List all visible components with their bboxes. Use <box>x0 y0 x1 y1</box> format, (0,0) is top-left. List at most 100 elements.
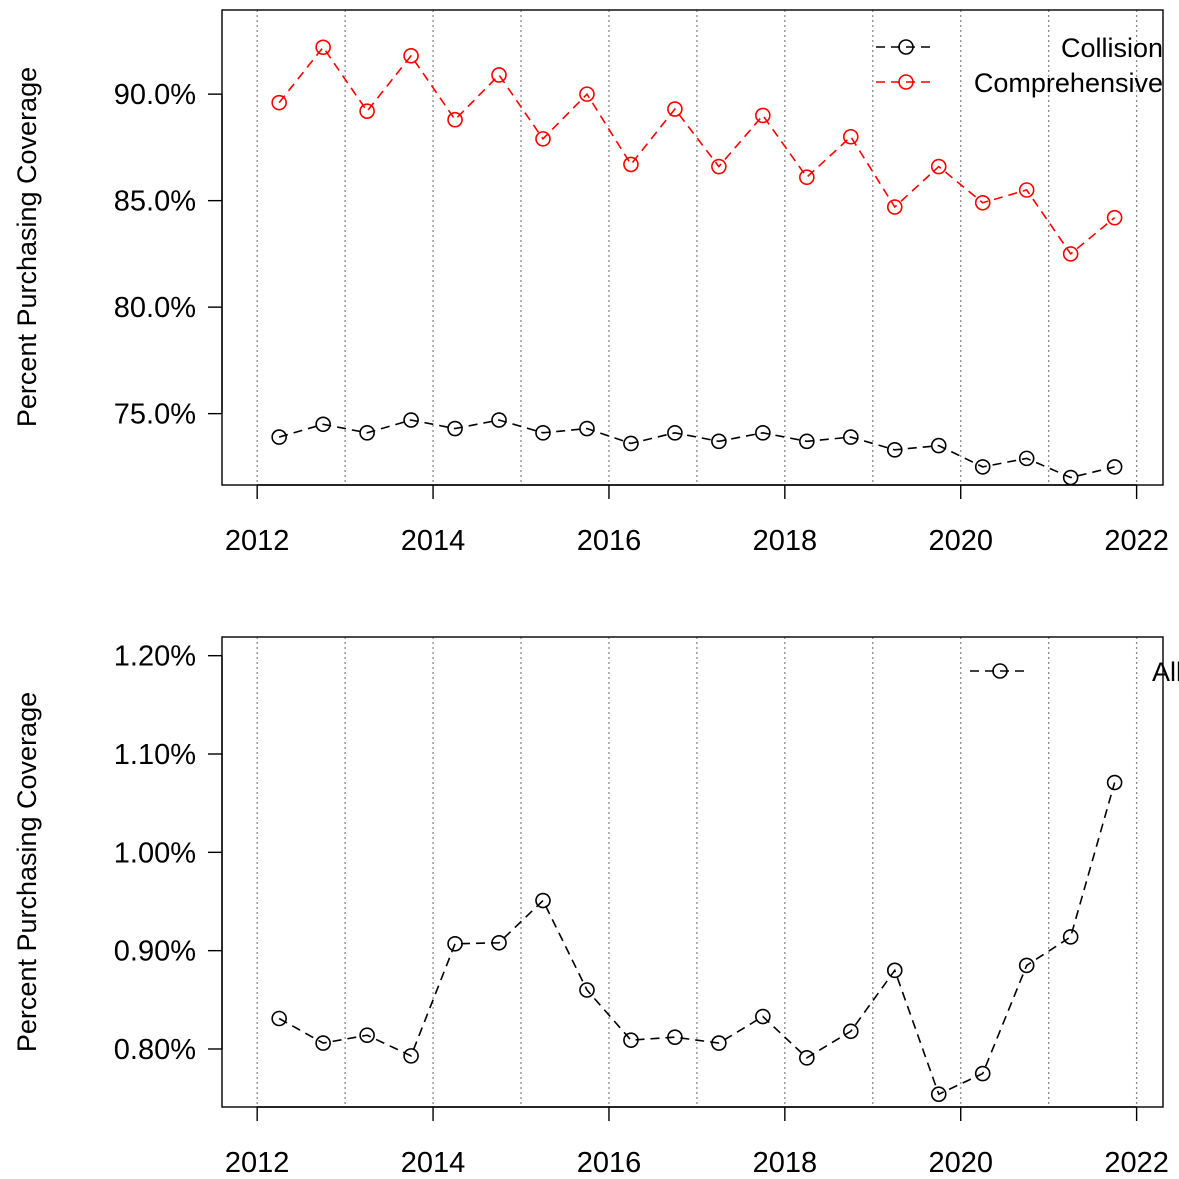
y-tick-label-3: 1.10% <box>114 739 196 771</box>
legend-label-collision: Collision <box>1061 33 1163 63</box>
data-point-collision-19 <box>1106 459 1123 475</box>
data-point-all-perils-13 <box>842 1023 859 1040</box>
data-point-all-perils-15 <box>930 1086 947 1103</box>
legend-marker-all-perils <box>992 663 1008 679</box>
data-point-collision-4 <box>447 420 463 437</box>
data-point-comprehensive-2 <box>359 103 375 119</box>
x-axis: 2012 2014 2016 2018 2020 2022 <box>225 1106 1169 1179</box>
data-point-comprehensive-17 <box>1018 182 1035 198</box>
data-point-collision-5 <box>491 412 507 428</box>
data-point-comprehensive-13 <box>842 128 859 145</box>
data-point-collision-0 <box>271 429 287 445</box>
data-point-comprehensive-6 <box>535 131 551 147</box>
data-point-collision-14 <box>886 442 903 458</box>
y-tick-label-4: 1.20% <box>114 641 196 673</box>
data-point-collision-7 <box>579 420 595 437</box>
y-tick-label-1: 0.90% <box>114 936 196 968</box>
data-point-comprehensive-7 <box>579 86 595 102</box>
data-point-all-perils-6 <box>535 892 551 909</box>
x-tick-label-2022: 2022 <box>1104 525 1169 557</box>
legend: Collision Comprehensive <box>876 33 1163 98</box>
data-point-all-perils-19 <box>1106 774 1123 791</box>
data-point-comprehensive-1 <box>315 39 331 56</box>
data-point-comprehensive-8 <box>623 156 639 173</box>
y-tick-label-1: 80.0% <box>114 292 196 324</box>
x-tick-label-2014: 2014 <box>401 525 466 557</box>
y-tick-label-2: 1.00% <box>114 837 196 869</box>
data-point-comprehensive-3 <box>403 47 419 64</box>
data-point-all-perils-14 <box>886 962 903 979</box>
data-point-all-perils-17 <box>1018 957 1035 974</box>
series-comprehensive <box>271 39 1123 262</box>
data-point-comprehensive-4 <box>447 111 463 128</box>
data-point-collision-6 <box>535 425 551 441</box>
data-point-all-perils-9 <box>667 1029 683 1045</box>
data-point-collision-13 <box>842 429 859 445</box>
x-tick-label-2018: 2018 <box>753 1147 818 1179</box>
series-line-comprehensive <box>278 45 1116 256</box>
data-point-collision-16 <box>974 459 991 475</box>
data-point-collision-1 <box>315 416 331 433</box>
data-point-all-perils-8 <box>623 1032 639 1048</box>
data-point-comprehensive-18 <box>1062 246 1079 262</box>
data-point-collision-2 <box>359 425 375 441</box>
y-axis: 75.0% 80.0% 85.0% 90.0% <box>114 79 223 431</box>
data-point-collision-8 <box>623 435 639 452</box>
legend-marker-comprehensive <box>898 74 914 90</box>
data-point-collision-15 <box>930 437 947 454</box>
data-point-comprehensive-14 <box>886 199 903 215</box>
data-point-all-perils-5 <box>491 934 507 951</box>
y-tick-label-3: 90.0% <box>114 79 196 111</box>
y-axis-title: Percent Purchasing Coverage <box>12 692 42 1052</box>
data-point-comprehensive-11 <box>755 107 771 124</box>
data-point-collision-18 <box>1062 469 1079 486</box>
series-line-all-perils <box>278 782 1116 1096</box>
top-chart-coverage: 2012 2014 2016 2018 2020 2022 75.0% 80.0% 85.0% 9… <box>12 9 1169 557</box>
data-point-all-perils-4 <box>447 935 463 952</box>
x-tick-label-2018: 2018 <box>753 525 818 557</box>
data-point-comprehensive-10 <box>711 158 727 175</box>
data-point-collision-17 <box>1018 450 1035 467</box>
legend-label-all-perils: All Perils <box>1152 657 1179 687</box>
data-point-comprehensive-15 <box>930 158 947 175</box>
x-tick-label-2022: 2022 <box>1104 1147 1169 1179</box>
data-point-comprehensive-16 <box>974 194 991 211</box>
data-point-all-perils-12 <box>799 1050 815 1066</box>
data-point-collision-3 <box>403 412 419 428</box>
data-point-all-perils-18 <box>1062 929 1079 945</box>
series-all-perils <box>271 774 1123 1103</box>
data-point-all-perils-0 <box>271 1010 287 1027</box>
x-tick-label-2012: 2012 <box>225 1147 290 1179</box>
y-tick-label-0: 75.0% <box>114 399 196 431</box>
x-tick-label-2016: 2016 <box>577 525 642 557</box>
data-point-all-perils-11 <box>755 1008 771 1025</box>
data-point-all-perils-3 <box>403 1048 419 1064</box>
series-collision <box>271 412 1123 486</box>
data-point-collision-12 <box>799 433 815 450</box>
data-point-comprehensive-19 <box>1106 209 1123 226</box>
data-point-all-perils-2 <box>359 1027 375 1044</box>
data-point-all-perils-16 <box>974 1065 991 1082</box>
legend: All Perils <box>970 657 1179 687</box>
data-point-collision-9 <box>667 425 683 441</box>
data-point-all-perils-7 <box>579 982 595 998</box>
data-point-comprehensive-12 <box>799 169 815 186</box>
x-axis: 2012 2014 2016 2018 2020 2022 <box>225 484 1169 557</box>
data-point-collision-11 <box>755 425 771 441</box>
x-tick-label-2014: 2014 <box>401 1147 466 1179</box>
y-tick-label-2: 85.0% <box>114 186 196 218</box>
y-axis-title: Percent Purchasing Coverage <box>12 67 42 427</box>
data-point-collision-10 <box>711 433 727 450</box>
y-tick-label-0: 0.80% <box>114 1034 196 1066</box>
y-axis: 0.80% 0.90% 1.00% 1.10% 1.20% <box>114 641 223 1066</box>
data-point-comprehensive-0 <box>271 94 287 111</box>
data-point-comprehensive-9 <box>667 101 683 117</box>
data-point-all-perils-1 <box>315 1035 331 1051</box>
x-tick-label-2020: 2020 <box>928 525 993 557</box>
data-point-comprehensive-5 <box>491 67 507 83</box>
x-tick-label-2020: 2020 <box>928 1147 993 1179</box>
bottom-chart-all-perils: 2012 2014 2016 2018 2020 2022 0.80% 0.90% 1.00% 1… <box>12 636 1179 1179</box>
x-tick-label-2016: 2016 <box>577 1147 642 1179</box>
data-point-all-perils-10 <box>711 1035 727 1051</box>
